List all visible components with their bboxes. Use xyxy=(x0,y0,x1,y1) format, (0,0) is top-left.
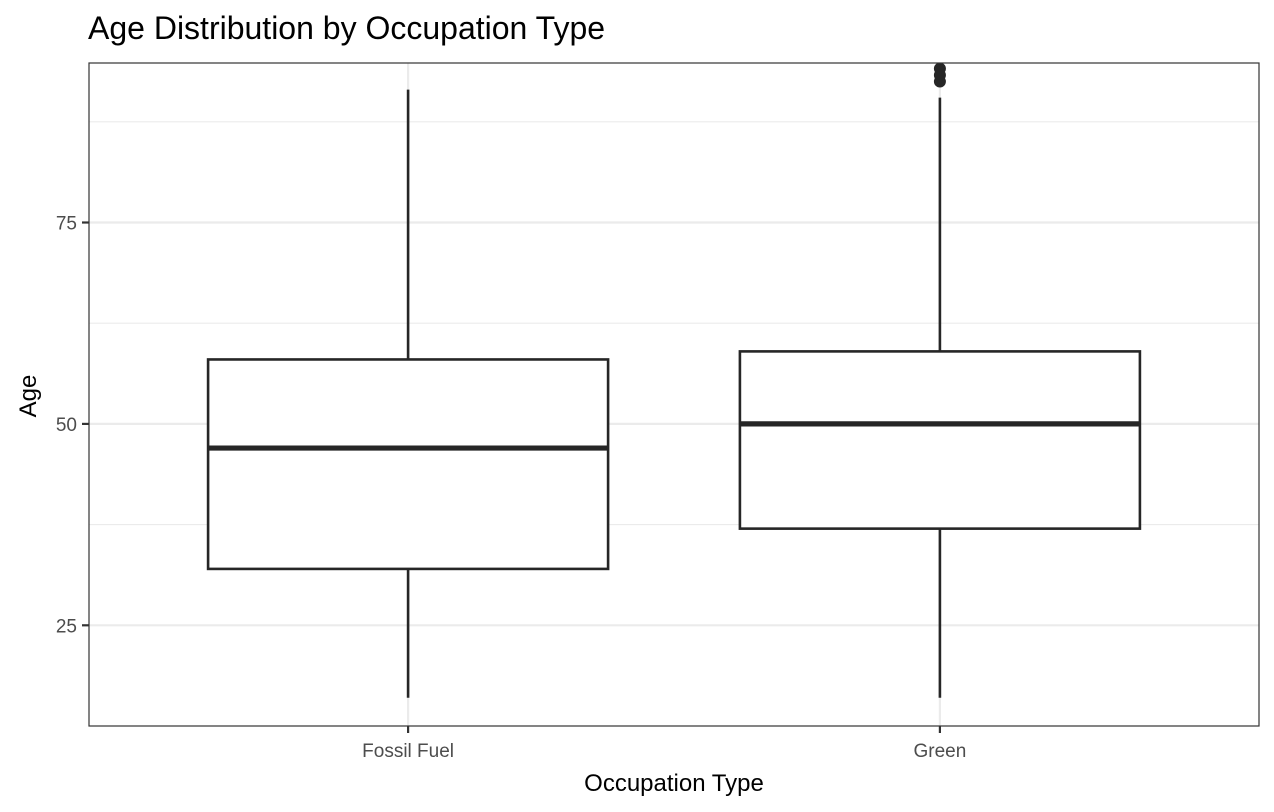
y-axis-title: Age xyxy=(15,375,42,418)
box-2 xyxy=(738,62,1142,698)
boxplot-series xyxy=(206,62,1142,698)
x-tick-label: Fossil Fuel xyxy=(362,741,454,762)
panel-border xyxy=(88,62,1260,727)
outlier-point xyxy=(933,62,946,75)
chart-title: Age Distribution by Occupation Type xyxy=(88,10,605,46)
x-axis-title: Occupation Type xyxy=(584,770,764,797)
x-tick-label: Green xyxy=(914,741,967,762)
y-tick-label: 50 xyxy=(56,415,77,436)
iqr-box xyxy=(738,350,1142,530)
y-tick-label: 25 xyxy=(56,616,77,637)
x-axis: Fossil Fuel Green xyxy=(362,726,966,762)
y-tick-label: 75 xyxy=(56,214,77,235)
iqr-box xyxy=(206,358,610,571)
box-1 xyxy=(206,89,610,698)
y-axis: 25 50 75 xyxy=(56,214,89,637)
